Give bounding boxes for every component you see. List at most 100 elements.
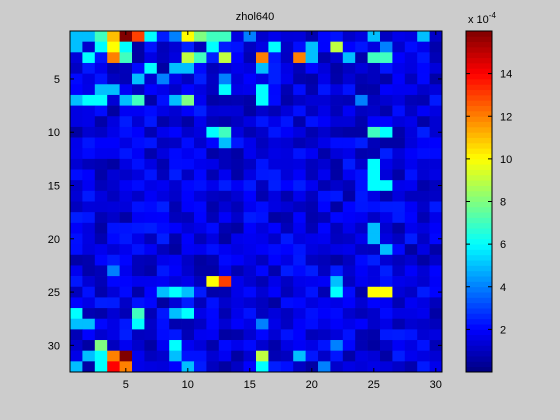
heatmap-cell [305,244,319,256]
heatmap-cell [318,222,331,234]
heatmap-cell [305,318,319,330]
heatmap-cell [417,244,430,256]
heatmap-cell [132,62,145,74]
heatmap-cell [318,169,331,181]
heatmap-cell [417,361,430,373]
heatmap-cell [243,116,257,128]
heatmap-cell [206,244,220,256]
colorbar-segment [466,302,492,309]
heatmap-cell [119,148,133,160]
heatmap-cell [305,41,319,53]
heatmap-cell [94,62,108,74]
heatmap-cell [169,297,182,309]
heatmap-cell [392,180,406,192]
heatmap-cell [107,52,120,64]
heatmap-cell [355,62,368,74]
colorbar-segment [466,137,492,144]
heatmap-cell [380,233,393,245]
heatmap-cell [367,126,381,138]
heatmap-cell [243,329,257,341]
heatmap-cell [144,137,158,149]
colorbar-segment [466,228,492,234]
heatmap-cell [342,329,356,341]
heatmap-cell [293,233,306,245]
heatmap-cell [231,169,244,181]
heatmap-cell [318,286,331,298]
heatmap-cell [156,233,170,245]
heatmap-cell [280,222,294,234]
heatmap-cell [429,329,443,341]
heatmap-cell [218,350,232,362]
heatmap-cell [181,265,195,277]
heatmap-cell [194,276,207,288]
x-tick-label: 30 [430,379,442,391]
heatmap-cell [181,222,195,234]
heatmap-cell [82,84,96,96]
heatmap-cell [218,169,232,181]
heatmap-cell [194,126,207,138]
heatmap-cell [194,180,207,192]
heatmap-cell [218,41,232,53]
heatmap-cell [318,137,331,149]
heatmap-cell [206,126,220,138]
heatmap-cell [94,126,108,138]
heatmap-cell [392,41,406,53]
heatmap-cell [417,190,430,202]
heatmap-cell [293,41,306,53]
heatmap-cell [429,286,443,298]
colorbar-tick-label: 2 [500,324,506,336]
heatmap-cell [107,148,120,160]
heatmap-cell [218,62,232,74]
heatmap-cell [181,137,195,149]
heatmap-cell [119,94,133,106]
heatmap-cell [94,308,108,320]
heatmap-cell [256,62,269,74]
heatmap-cell [429,158,443,170]
heatmap-cell [132,350,145,362]
heatmap-cell [318,41,331,53]
heatmap-cell [206,31,220,43]
heatmap-cell [70,329,83,341]
heatmap-cell [231,126,244,138]
heatmap-cell [268,169,282,181]
colorbar-segment [466,212,492,218]
heatmap-cell [156,212,170,224]
heatmap-cell [256,41,269,53]
heatmap-cell [181,318,195,330]
heatmap-cell [156,73,170,85]
heatmap-cell [169,116,182,128]
heatmap-cell [380,254,393,266]
heatmap-cell [194,52,207,64]
heatmap-cell [380,361,393,373]
heatmap-cell [404,190,418,202]
heatmap-cell [404,318,418,330]
heatmap-cell [132,105,145,117]
heatmap-cell [132,137,145,149]
heatmap-cell [206,233,220,245]
heatmap-cell [392,212,406,224]
heatmap-cell [132,73,145,85]
heatmap-cell [355,201,368,213]
heatmap-cell [169,254,182,266]
heatmap-cell [156,340,170,352]
heatmap-cell [417,233,430,245]
heatmap-cell [218,308,232,320]
heatmap-cell [169,84,182,96]
heatmap-cell [367,41,381,53]
heatmap-cell [132,329,145,341]
heatmap-cell [318,276,331,288]
colorbar-tick-label: 14 [500,69,512,81]
heatmap-cell [156,137,170,149]
y-tick-label: 5 [54,74,60,86]
heatmap-cell [355,116,368,128]
heatmap-cell [318,116,331,128]
heatmap-cell [181,180,195,192]
heatmap-cell [305,297,319,309]
heatmap-cell [169,233,182,245]
heatmap-cell [318,148,331,160]
heatmap-cell [169,350,182,362]
heatmap-cell [156,297,170,309]
colorbar-segment [466,190,492,197]
heatmap-cell [256,148,269,160]
heatmap-cell [404,244,418,256]
